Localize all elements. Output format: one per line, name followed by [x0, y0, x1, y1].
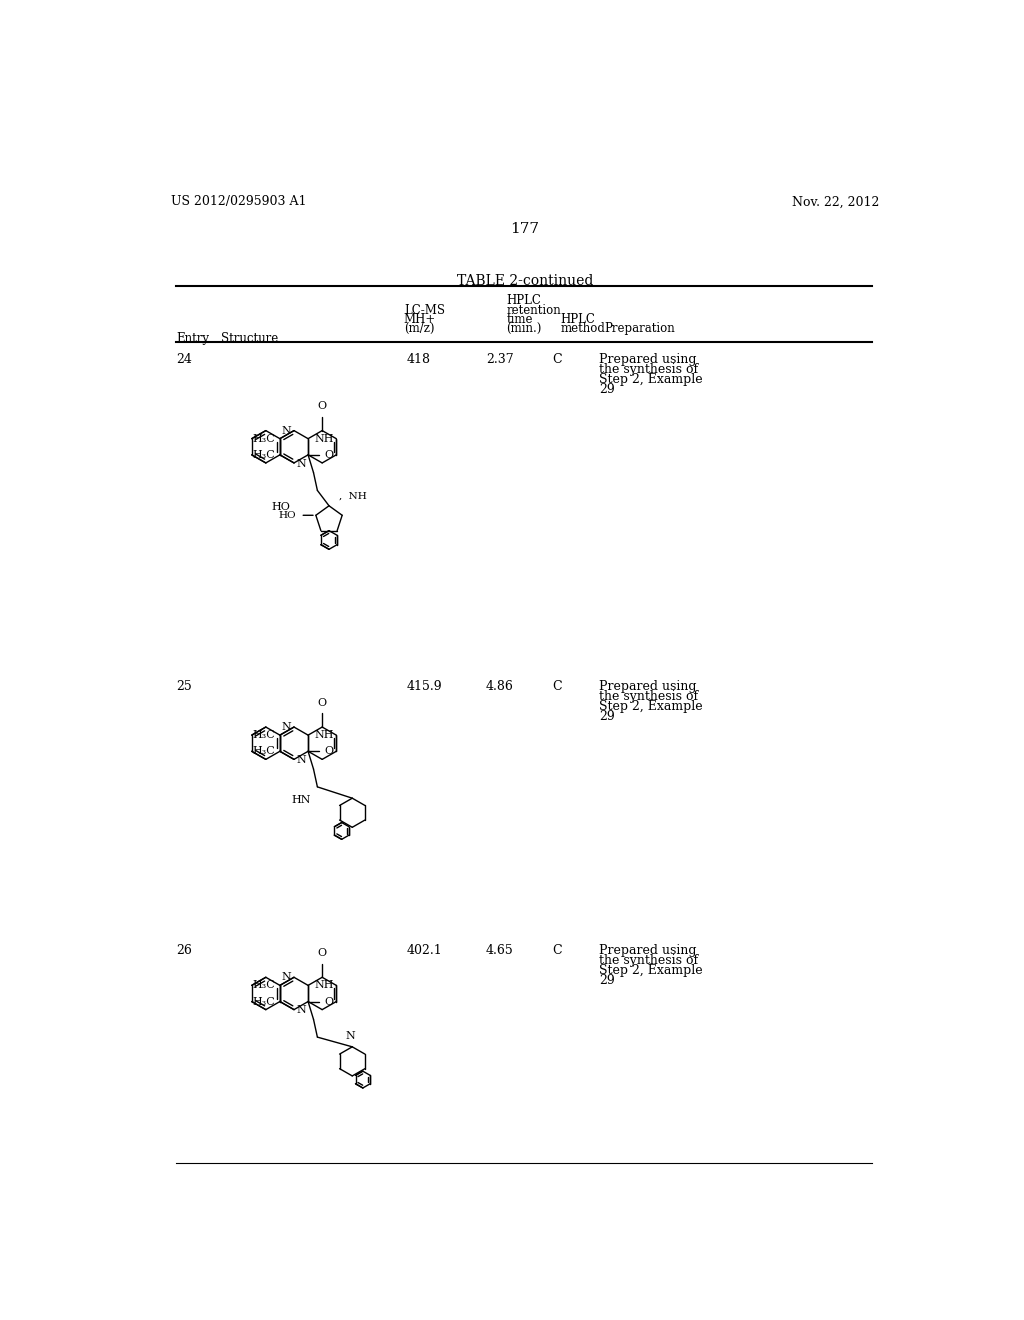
Text: C: C — [553, 354, 562, 366]
Text: Step 2, Example: Step 2, Example — [599, 701, 702, 714]
Text: HPLC: HPLC — [560, 313, 595, 326]
Text: Prepared using: Prepared using — [599, 354, 696, 366]
Text: Preparation: Preparation — [604, 322, 676, 335]
Text: HPLC: HPLC — [506, 294, 541, 308]
Text: 177: 177 — [510, 222, 540, 235]
Text: N: N — [282, 973, 291, 982]
Text: NH: NH — [314, 981, 334, 990]
Text: 26: 26 — [176, 944, 191, 957]
Text: HN: HN — [292, 795, 311, 805]
Text: method: method — [560, 322, 605, 335]
Text: Structure: Structure — [221, 333, 279, 346]
Text: H₃C: H₃C — [253, 997, 275, 1007]
Text: O: O — [317, 401, 327, 412]
Text: H₃C: H₃C — [253, 746, 275, 756]
Text: 415.9: 415.9 — [407, 681, 442, 693]
Text: O: O — [325, 746, 333, 756]
Text: 24: 24 — [176, 354, 191, 366]
Text: N: N — [296, 459, 306, 469]
Text: C: C — [553, 944, 562, 957]
Text: N: N — [346, 1031, 355, 1041]
Text: 402.1: 402.1 — [407, 944, 442, 957]
Text: LC-MS: LC-MS — [403, 304, 444, 317]
Text: N: N — [296, 755, 306, 766]
Text: Step 2, Example: Step 2, Example — [599, 964, 702, 977]
Text: Nov. 22, 2012: Nov. 22, 2012 — [792, 195, 879, 209]
Text: N: N — [282, 722, 291, 733]
Text: the synthesis of: the synthesis of — [599, 954, 698, 966]
Text: H₃C: H₃C — [253, 730, 275, 741]
Text: (m/z): (m/z) — [403, 322, 434, 335]
Text: Prepared using: Prepared using — [599, 944, 696, 957]
Text: the synthesis of: the synthesis of — [599, 690, 698, 704]
Text: TABLE 2-continued: TABLE 2-continued — [457, 275, 593, 288]
Text: O: O — [317, 698, 327, 708]
Text: N: N — [296, 1006, 306, 1015]
Text: US 2012/0295903 A1: US 2012/0295903 A1 — [171, 195, 306, 209]
Text: (min.): (min.) — [506, 322, 542, 335]
Text: 2.37: 2.37 — [486, 354, 514, 366]
Text: HO: HO — [279, 511, 296, 520]
Text: 29: 29 — [599, 383, 615, 396]
Text: time: time — [506, 313, 532, 326]
Text: HO: HO — [271, 502, 290, 512]
Text: 4.86: 4.86 — [486, 681, 514, 693]
Text: 418: 418 — [407, 354, 431, 366]
Text: H₃C: H₃C — [253, 434, 275, 444]
Text: Prepared using: Prepared using — [599, 681, 696, 693]
Text: H₃C: H₃C — [253, 450, 275, 459]
Text: Step 2, Example: Step 2, Example — [599, 374, 702, 387]
Text: Entry: Entry — [176, 333, 209, 346]
Text: O: O — [325, 997, 333, 1007]
Text: the synthesis of: the synthesis of — [599, 363, 698, 376]
Text: 29: 29 — [599, 710, 615, 723]
Text: NH: NH — [314, 434, 334, 444]
Text: O: O — [325, 450, 333, 459]
Text: 29: 29 — [599, 974, 615, 987]
Text: MH+: MH+ — [403, 313, 436, 326]
Text: 25: 25 — [176, 681, 191, 693]
Text: 4.65: 4.65 — [486, 944, 514, 957]
Text: N: N — [282, 425, 291, 436]
Text: ,   NH: , NH — [339, 492, 367, 502]
Text: C: C — [553, 681, 562, 693]
Text: H₃C: H₃C — [253, 981, 275, 990]
Text: NH: NH — [314, 730, 334, 741]
Text: retention: retention — [506, 304, 561, 317]
Text: O: O — [317, 948, 327, 958]
